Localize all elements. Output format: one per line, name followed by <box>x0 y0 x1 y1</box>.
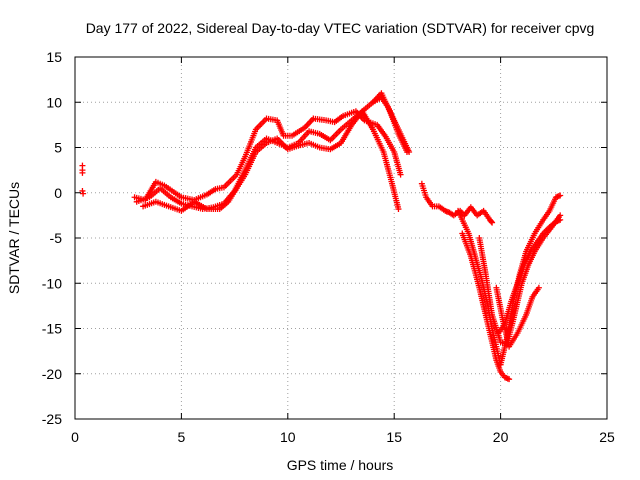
data-point-isolated <box>79 169 86 176</box>
data-markers <box>79 90 564 383</box>
y-axis-label: SDTVAR / TECUs <box>6 182 22 294</box>
data-point-arc-d <box>406 149 413 156</box>
y-tick-label: -5 <box>50 230 63 246</box>
data-point-arc-g <box>506 376 513 383</box>
x-tick-label: 25 <box>599 429 615 445</box>
y-tick-label: 15 <box>46 49 62 65</box>
grid-lines <box>75 57 607 419</box>
y-tick-label: -20 <box>42 366 62 382</box>
x-tick-label: 0 <box>71 429 79 445</box>
y-tick-label: 5 <box>54 140 62 156</box>
data-point-arc-f <box>557 192 564 199</box>
x-tick-label: 5 <box>178 429 186 445</box>
x-axis-label: GPS time / hours <box>287 457 394 473</box>
y-tick-label: -10 <box>42 275 62 291</box>
axis-ticks <box>74 56 608 420</box>
chart-title: Day 177 of 2022, Sidereal Day-to-day VTE… <box>86 20 595 36</box>
data-point-arc-i <box>557 216 564 223</box>
x-tick-label: 10 <box>280 429 296 445</box>
data-point-isolated <box>80 190 87 197</box>
x-tick-label: 15 <box>386 429 402 445</box>
data-point-arc-e <box>488 218 495 225</box>
y-tick-label: -25 <box>42 411 62 427</box>
data-point-arc-j <box>535 284 542 291</box>
data-point-arc-e <box>489 219 496 226</box>
x-tick-label: 20 <box>493 429 509 445</box>
tick-labels: 0 5 10 15 20 25 15 10 5 0 -5 -10 -15 -20 -25 <box>42 49 615 445</box>
y-tick-label: 0 <box>54 185 62 201</box>
y-tick-label: 10 <box>46 94 62 110</box>
data-point-arc-a <box>397 171 404 178</box>
data-point-arc-b <box>395 206 402 213</box>
y-tick-label: -15 <box>42 321 62 337</box>
